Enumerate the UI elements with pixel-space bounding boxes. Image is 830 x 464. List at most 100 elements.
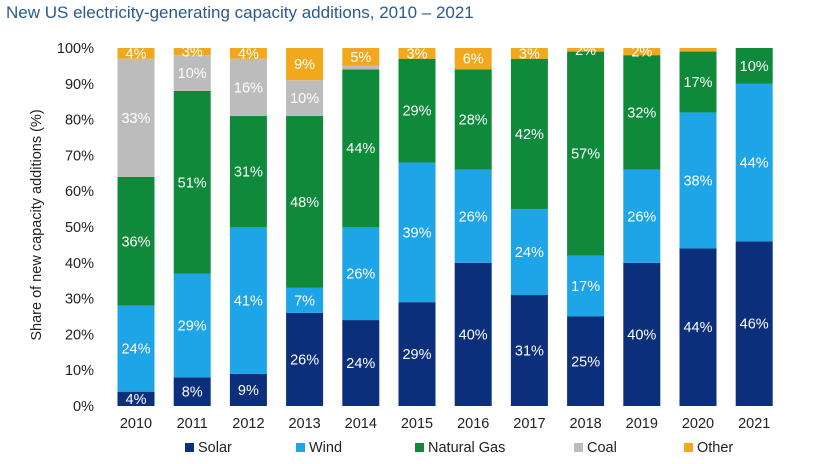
y-tick-label: 40%	[65, 256, 94, 272]
legend-swatch	[296, 443, 305, 452]
bar-segment-other	[173, 48, 211, 56]
bar-segment-other	[286, 48, 324, 81]
data-label: 26%	[459, 209, 488, 225]
data-label: 38%	[683, 173, 712, 189]
legend-swatch	[415, 443, 424, 452]
bar-segment-other	[510, 48, 548, 59]
bar-segment-wind	[679, 112, 717, 249]
bar-segment-natural-gas	[623, 55, 661, 170]
x-tick-label: 2015	[401, 416, 433, 432]
bar-segment-wind	[117, 305, 155, 392]
bar-segment-other	[117, 48, 155, 59]
data-label: 25%	[571, 354, 600, 370]
y-tick-label: 70%	[65, 148, 94, 164]
bar-segment-solar	[398, 302, 436, 406]
data-label: 2%	[631, 45, 652, 61]
y-tick-label: 80%	[65, 113, 94, 129]
data-label: 26%	[627, 209, 656, 225]
data-label: 26%	[346, 267, 375, 283]
data-label: 3%	[519, 46, 540, 62]
y-tick-label: 90%	[65, 77, 94, 93]
data-label: 44%	[740, 156, 769, 172]
bar-segment-natural-gas	[679, 51, 717, 113]
bar-segment-wind	[398, 162, 436, 303]
x-tick-label: 2011	[177, 416, 208, 432]
bar-segment-other	[679, 48, 717, 52]
bar-segment-solar	[567, 316, 605, 406]
legend-entry: Coal	[587, 440, 617, 456]
y-tick-label: 0%	[73, 399, 94, 415]
legend-entry: Natural Gas	[428, 440, 505, 456]
data-label: 8%	[182, 385, 203, 401]
data-label: 4%	[238, 46, 259, 62]
y-tick-label: 10%	[65, 363, 94, 379]
data-label: 31%	[234, 165, 263, 181]
y-axis-label: Share of new capacity additions (%)	[29, 109, 45, 340]
bar-segment-coal	[173, 55, 211, 91]
data-label: 33%	[121, 111, 150, 127]
data-label: 24%	[121, 342, 150, 358]
bar-segment-natural-gas	[117, 176, 155, 306]
data-label: 31%	[515, 344, 544, 360]
bar-segment-other	[454, 48, 492, 70]
bar-segment-wind	[286, 287, 324, 313]
data-label: 17%	[683, 75, 712, 91]
data-label: 32%	[627, 105, 656, 121]
y-tick-label: 20%	[65, 327, 94, 343]
bar-segment-natural-gas	[454, 69, 492, 170]
data-label: 24%	[346, 356, 375, 372]
data-label: 9%	[294, 57, 315, 73]
bar-segment-coal	[229, 58, 267, 117]
bar-segment-other	[398, 48, 436, 59]
bar-segment-other	[342, 48, 380, 66]
data-label: 48%	[290, 195, 319, 211]
data-label: 7%	[294, 293, 315, 309]
data-label: 57%	[571, 147, 600, 163]
x-tick-label: 2012	[232, 416, 264, 432]
data-label: 4%	[126, 392, 147, 408]
x-tick-label: 2017	[513, 416, 545, 432]
data-label: 29%	[178, 318, 207, 334]
x-tick-label: 2018	[569, 416, 601, 432]
bar-segment-natural-gas	[735, 48, 773, 84]
bar-segment-other	[623, 48, 661, 56]
data-label: 40%	[627, 327, 656, 343]
bar-segment-natural-gas	[510, 58, 548, 210]
y-axis: 0% 10% 20% 30% 40% 50% 60% 70% 80% 90% 100%	[57, 41, 94, 415]
bar-segment-wind	[454, 169, 492, 263]
y-tick-label: 100%	[57, 41, 94, 57]
bar-segment-natural-gas	[342, 69, 380, 227]
data-label: 40%	[459, 327, 488, 343]
bar-segment-coal	[117, 58, 155, 177]
data-label: 2%	[575, 43, 596, 59]
x-tick-label: 2020	[682, 416, 714, 432]
data-label: 10%	[178, 66, 207, 82]
data-label: 42%	[515, 127, 544, 143]
data-label: 9%	[238, 383, 259, 399]
legend: Solar Wind Natural Gas Coal Other	[185, 440, 733, 456]
data-label: 39%	[402, 225, 431, 241]
x-tick-label: 2021	[738, 416, 770, 432]
bar-segment-coal	[286, 80, 324, 117]
data-label: 26%	[290, 352, 319, 368]
data-label: 3%	[182, 45, 203, 61]
bar-segment-solar	[454, 262, 492, 406]
x-tick-label: 2013	[288, 416, 320, 432]
bar-segment-wind	[735, 83, 773, 242]
bar-segment-solar	[623, 262, 661, 406]
bar-segment-solar	[173, 377, 211, 406]
data-label: 3%	[407, 46, 428, 62]
bars: 4% 24% 36% 33% 4% 8% 29% 51% 10% 3% 9% 41% 31% 16% 4% 2…	[117, 43, 773, 408]
data-label: 41%	[234, 293, 263, 309]
data-label: 5%	[350, 50, 371, 66]
bar-segment-other	[229, 48, 267, 59]
legend-swatch	[684, 443, 693, 452]
legend-swatch	[185, 443, 194, 452]
x-axis: 2010 2011 2012 2013 2014 2015 2016 2017 2018 2019…	[120, 416, 770, 432]
data-label: 28%	[459, 113, 488, 129]
bar-segment-wind	[567, 255, 605, 317]
bar-segment-natural-gas	[229, 116, 267, 227]
y-tick-label: 60%	[65, 184, 94, 200]
data-label: 4%	[126, 46, 147, 62]
